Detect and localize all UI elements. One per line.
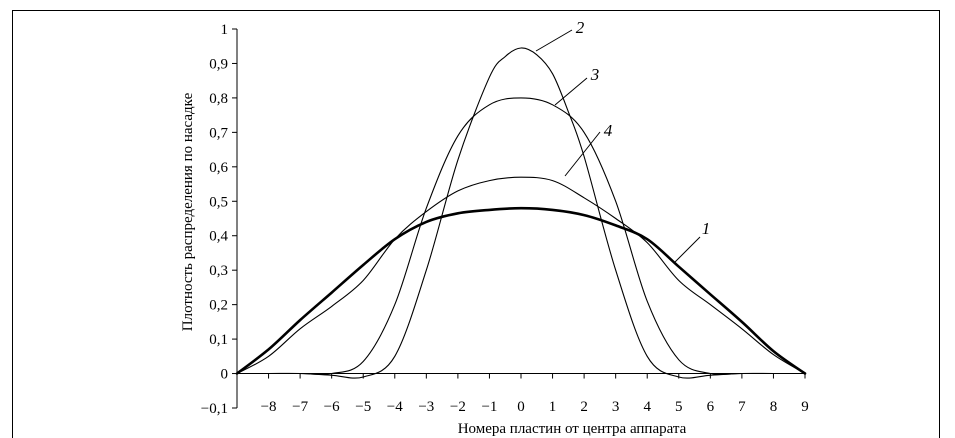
y-tick-label: 0,7 [209, 125, 228, 141]
x-tick-label: −3 [418, 399, 434, 415]
series-1-label: 1 [702, 219, 711, 238]
curve-labels: 1 2 3 4 [535, 18, 711, 263]
y-tick-label: −0,1 [201, 401, 228, 417]
x-tick-label: 9 [801, 399, 809, 415]
x-tick-label: 3 [612, 399, 620, 415]
curves [235, 47, 807, 379]
y-tick-label: 0,4 [209, 229, 228, 245]
y-tick-label: 0,6 [209, 160, 228, 176]
y-tick-label: 0,2 [209, 298, 228, 314]
series-2-leader [535, 29, 573, 52]
y-tick-label: 0,9 [209, 56, 228, 72]
x-tick-label: 7 [738, 399, 746, 415]
series-3-line [236, 97, 806, 376]
x-tick-label: 5 [675, 399, 683, 415]
y-tick-label: 0 [221, 367, 229, 383]
x-axis-title: Номера пластин от центра аппарата [458, 421, 687, 437]
series-2-label: 2 [576, 18, 585, 37]
series-4-label: 4 [604, 121, 613, 140]
x-tick-label: 1 [549, 399, 557, 415]
y-axis-title: Плотность распределения по насадке [180, 92, 196, 331]
x-tick-label: −1 [481, 399, 497, 415]
y-tick-label: 1 [221, 22, 229, 38]
x-tick-label: 8 [770, 399, 778, 415]
series-2-line [236, 47, 806, 379]
y-tick-label: 0,3 [209, 263, 228, 279]
x-tick-label: 0 [517, 399, 525, 415]
series-1-leader [674, 236, 701, 263]
y-ticks: 1 0,9 0,8 0,7 0,6 0,5 0,4 0,3 0,2 0,1 0 −0,1 [201, 22, 237, 417]
chart-frame [12, 10, 940, 438]
x-tick-label: −8 [261, 399, 277, 415]
x-tick-label: −6 [324, 399, 340, 415]
x-ticks: −8 −7 −6 −5 −4 −3 −2 −1 0 1 2 3 4 5 6 7 8 9 [261, 373, 809, 415]
series-4-line [236, 176, 806, 375]
series-4-leader [564, 131, 601, 177]
x-tick-label: 2 [580, 399, 588, 415]
x-tick-label: −7 [292, 399, 308, 415]
x-tick-label: −2 [450, 399, 466, 415]
axes [236, 29, 805, 408]
x-tick-label: 6 [707, 399, 715, 415]
y-tick-label: 0,1 [209, 332, 228, 348]
series-3-leader [554, 77, 588, 106]
y-tick-label: 0,8 [209, 91, 228, 107]
x-tick-label: 4 [643, 399, 651, 415]
series-1-line [235, 206, 807, 375]
series-3-label: 3 [590, 65, 600, 84]
x-tick-label: −5 [355, 399, 371, 415]
x-tick-label: −4 [387, 399, 403, 415]
y-tick-label: 0,5 [209, 194, 228, 210]
